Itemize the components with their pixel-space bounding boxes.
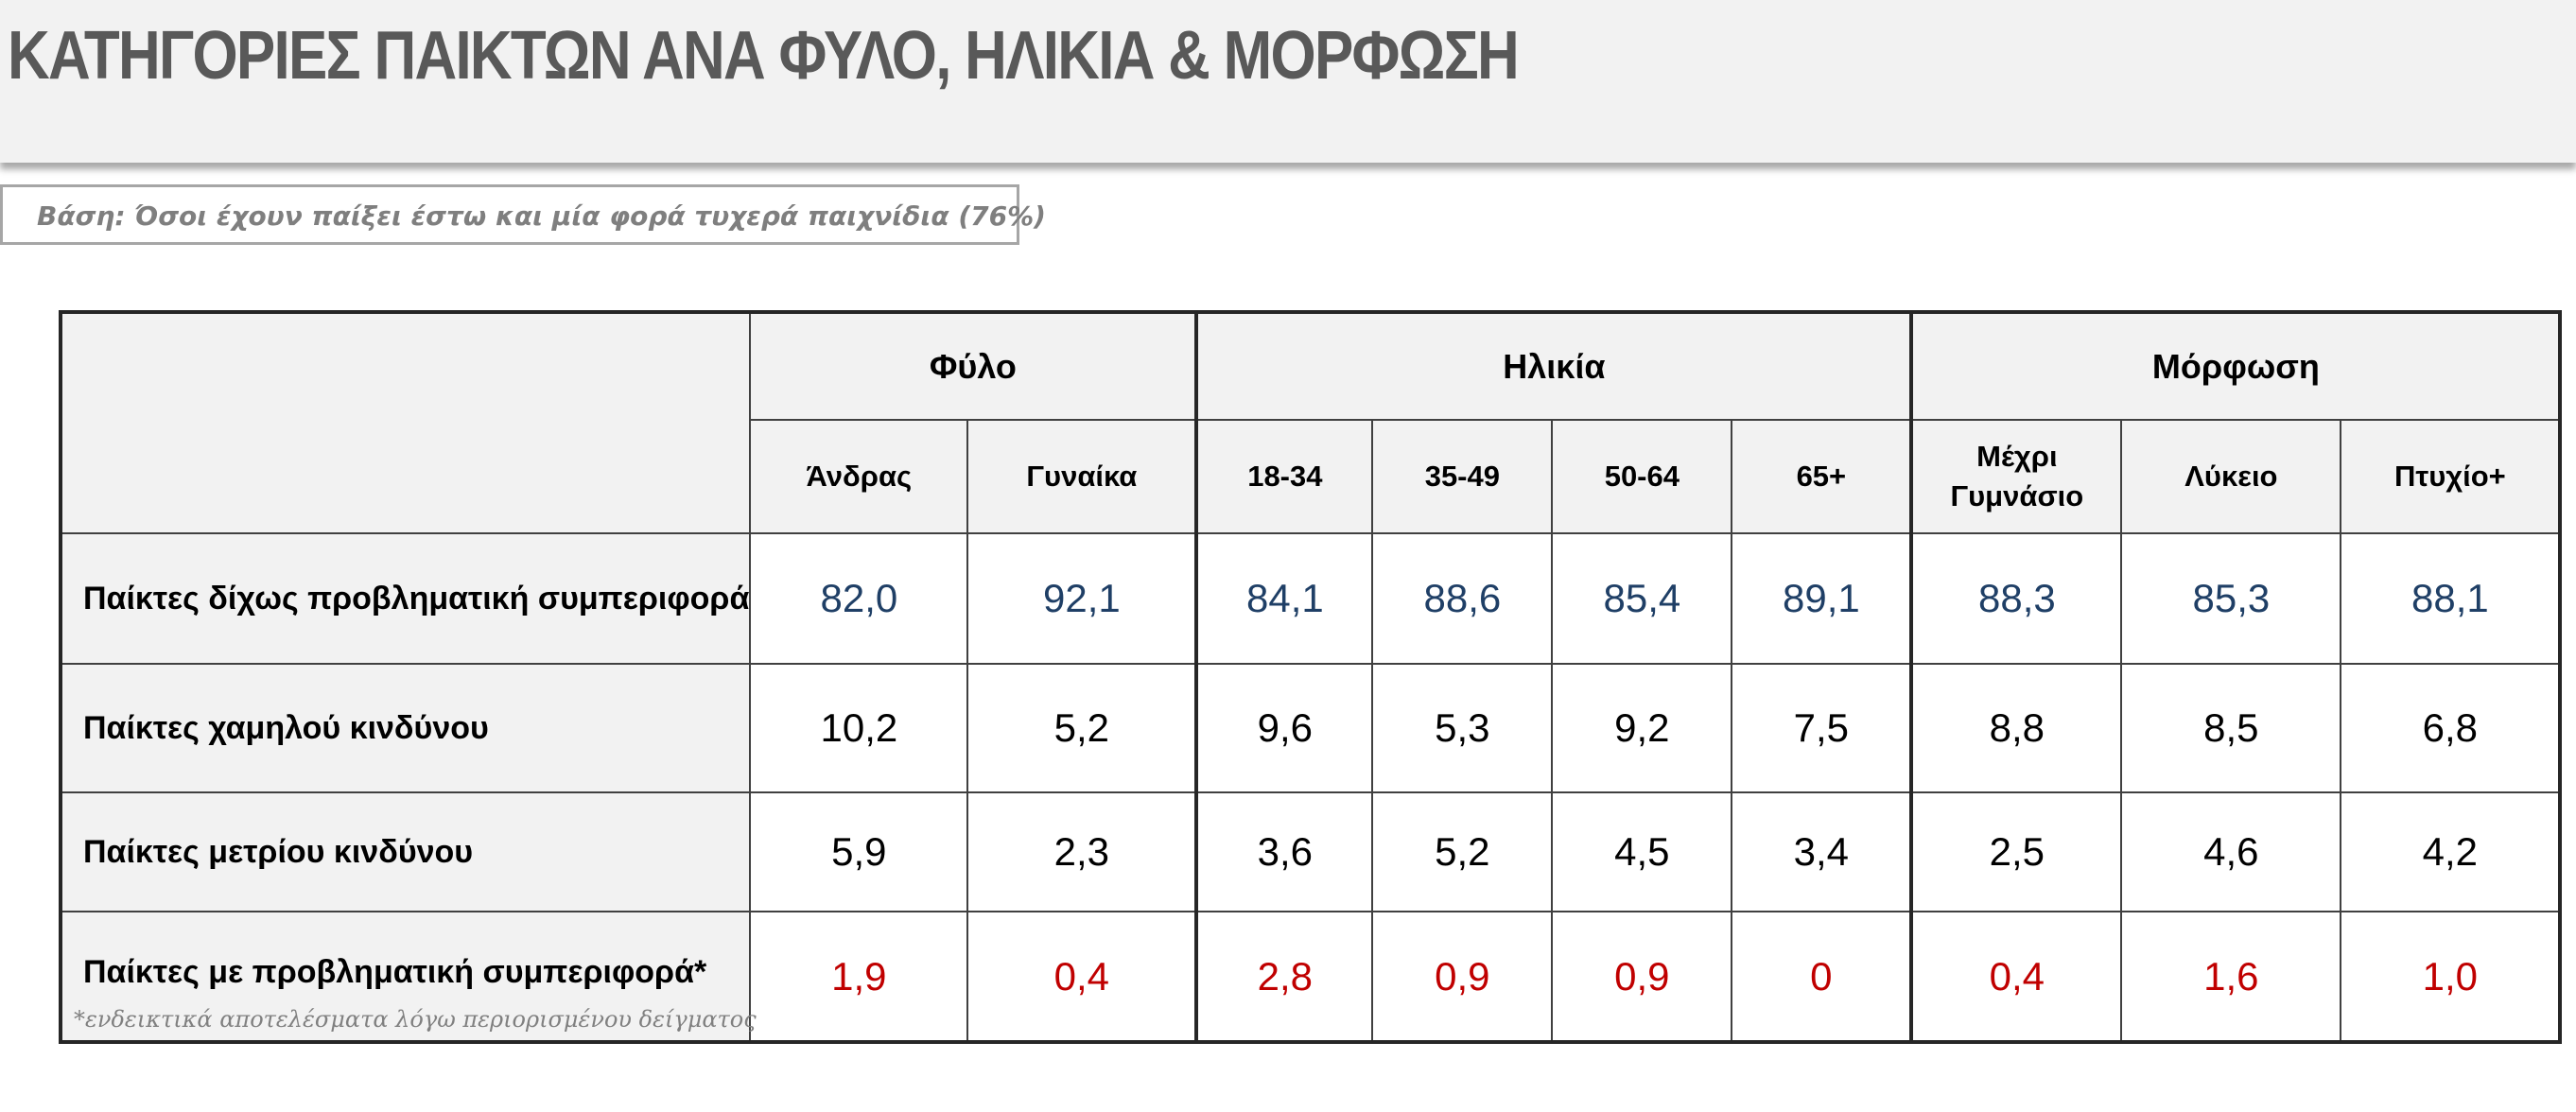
value-cell: 1,9 <box>749 911 969 1043</box>
row-label: Παίκτες μετρίου κινδύνου <box>59 791 752 912</box>
column-header: Μέχρι Γυμνάσιο <box>1909 419 2123 534</box>
value-cell: 5,2 <box>966 663 1198 793</box>
value-cell: 82,0 <box>749 532 969 665</box>
value-cell: 4,5 <box>1551 791 1733 912</box>
value-cell: 85,4 <box>1551 532 1733 665</box>
row-label-text: Παίκτες μετρίου κινδύνου <box>83 833 474 870</box>
row-label: Παίκτες με προβληματική συμπεριφορά* *ενδ… <box>59 911 757 1043</box>
base-note: Βάση: Όσοι έχουν παίξει έστω και μία φορ… <box>37 200 1046 232</box>
value-cell: 5,3 <box>1371 663 1554 793</box>
row-label: Παίκτες δίχως προβληματική συμπεριφορά <box>59 532 752 665</box>
value-cell: 0 <box>1731 911 1913 1043</box>
group-header-gender: Φύλο <box>749 311 1198 421</box>
footnote: *ενδεικτικά αποτελέσματα λόγω περιορισμέ… <box>74 1006 757 1033</box>
page-title: ΚΑΤΗΓΟΡΙΕΣ ΠΑΙΚΤΩΝ ΑΝΑ ΦΥΛΟ, ΗΛΙΚΙΑ & ΜΟ… <box>8 18 1520 94</box>
row-label-text: Παίκτες χαμηλού κινδύνου <box>83 709 489 746</box>
value-cell: 85,3 <box>2120 532 2342 665</box>
column-header: 18-34 <box>1194 419 1374 534</box>
value-cell: 5,2 <box>1371 791 1554 912</box>
value-cell: 9,2 <box>1551 663 1733 793</box>
value-cell: 88,1 <box>2340 532 2562 665</box>
group-header-education: Μόρφωση <box>1909 311 2562 421</box>
base-note-box: Βάση: Όσοι έχουν παίξει έστω και μία φορ… <box>0 184 1046 245</box>
column-header-label: Μέχρι Γυμνάσιο <box>1950 440 2084 513</box>
value-cell: 88,3 <box>1909 532 2123 665</box>
value-cell: 5,9 <box>749 791 969 912</box>
value-cell: 84,1 <box>1194 532 1374 665</box>
column-header: Γυναίκα <box>966 419 1198 534</box>
value-cell: 8,8 <box>1909 663 2123 793</box>
group-header-age: Ηλικία <box>1194 311 1913 421</box>
value-cell: 1,6 <box>2120 911 2342 1043</box>
value-cell: 9,6 <box>1194 663 1374 793</box>
value-cell: 7,5 <box>1731 663 1913 793</box>
table-row: Παίκτες δίχως προβληματική συμπεριφορά 82… <box>59 532 2562 665</box>
results-table: Φύλο Ηλικία Μόρφωση Άνδρας Γυναίκα 18-34… <box>59 310 2563 1044</box>
table-corner-cell <box>59 311 752 534</box>
value-cell: 0,4 <box>1909 911 2123 1043</box>
value-cell: 89,1 <box>1731 532 1913 665</box>
column-header: 50-64 <box>1551 419 1733 534</box>
value-cell: 2,8 <box>1194 911 1374 1043</box>
row-label-text: Παίκτες δίχως προβληματική συμπεριφορά <box>83 580 750 617</box>
column-header: Άνδρας <box>749 419 969 534</box>
value-cell: 6,8 <box>2340 663 2562 793</box>
table-row: Παίκτες μετρίου κινδύνου 5,9 2,3 3,6 5,2 4,5 3… <box>59 791 2562 912</box>
value-cell: 4,2 <box>2340 791 2562 912</box>
value-cell: 88,6 <box>1371 532 1554 665</box>
row-label-text: Παίκτες με προβληματική συμπεριφορά* <box>83 954 707 990</box>
value-cell: 2,3 <box>966 791 1198 912</box>
value-cell: 3,4 <box>1731 791 1913 912</box>
column-header: Λύκειο <box>2120 419 2342 534</box>
value-cell: 3,6 <box>1194 791 1374 912</box>
column-header: 65+ <box>1731 419 1913 534</box>
table-row: Παίκτες με προβληματική συμπεριφορά* *ενδ… <box>59 911 2562 1043</box>
value-cell: 8,5 <box>2120 663 2342 793</box>
value-cell: 1,0 <box>2340 911 2562 1043</box>
value-cell: 4,6 <box>2120 791 2342 912</box>
row-label: Παίκτες χαμηλού κινδύνου <box>59 663 752 793</box>
value-cell: 0,9 <box>1371 911 1554 1043</box>
value-cell: 92,1 <box>966 532 1198 665</box>
value-cell: 0,9 <box>1551 911 1733 1043</box>
table-row: Παίκτες χαμηλού κινδύνου 10,2 5,2 9,6 5,3 9,2… <box>59 663 2562 793</box>
column-header: Πτυχίο+ <box>2340 419 2562 534</box>
value-cell: 10,2 <box>749 663 969 793</box>
header-bar: ΚΑΤΗΓΟΡΙΕΣ ΠΑΙΚΤΩΝ ΑΝΑ ΦΥΛΟ, ΗΛΙΚΙΑ & ΜΟ… <box>0 0 2576 163</box>
column-header: 35-49 <box>1371 419 1554 534</box>
value-cell: 2,5 <box>1909 791 2123 912</box>
value-cell: 0,4 <box>966 911 1198 1043</box>
